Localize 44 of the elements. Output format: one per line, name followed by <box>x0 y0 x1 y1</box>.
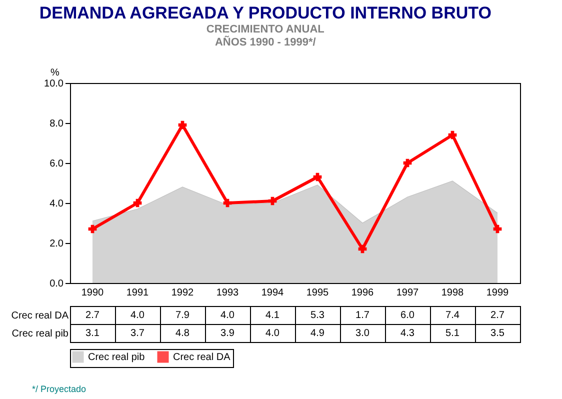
legend-label: Crec real DA <box>173 352 231 363</box>
chart-subtitle: CRECIMIENTO ANUAL AÑOS 1990 - 1999*/ <box>206 24 325 48</box>
data-label: 3.0 <box>356 328 370 339</box>
text: Crec real pib <box>12 328 68 340</box>
data-label: 5.3 <box>310 310 325 321</box>
data-label: 4.3 <box>400 328 415 339</box>
x-tick-label: 1999 <box>486 288 510 298</box>
data-label: 4.9 <box>310 328 325 339</box>
x-tick-label: 1997 <box>396 288 420 298</box>
x-tick-label: 1993 <box>216 288 240 298</box>
data-label: 4.0 <box>220 310 235 321</box>
x-tick-label: 1995 <box>306 288 330 298</box>
data-label: 5.1 <box>446 328 460 339</box>
y-tick-label: 8.0 <box>50 118 64 130</box>
x-tick-label: 1996 <box>351 288 374 298</box>
x-tick-label: 1994 <box>261 288 284 298</box>
data-label: 3.9 <box>220 328 235 339</box>
x-tick-label: 1998 <box>441 288 464 298</box>
data-label: 7.4 <box>446 310 460 321</box>
data-label: 4.1 <box>266 310 280 321</box>
y-axis-title: % <box>50 68 60 78</box>
text: Crec real DA <box>11 310 68 322</box>
data-label: 4.8 <box>176 328 190 339</box>
x-tick-label: 1990 <box>81 288 104 298</box>
data-label: 1.7 <box>356 310 370 321</box>
text: */ Proyectado <box>32 384 86 394</box>
x-tick-label: 1992 <box>171 288 194 298</box>
y-tick-label: 4.0 <box>50 198 64 210</box>
data-label: 3.1 <box>86 328 100 339</box>
chart-title: DEMANDA AGREGADA Y PRODUCTO INTERNO BRUTO <box>39 4 492 22</box>
data-label: 4.0 <box>130 310 145 321</box>
y-tick-label: 0.0 <box>50 278 64 290</box>
data-label: 3.7 <box>130 328 145 339</box>
y-tick-label: 2.0 <box>50 238 64 250</box>
y-tick-label: 6.0 <box>50 158 64 170</box>
data-label: 3.5 <box>490 328 505 339</box>
data-label: 7.9 <box>176 310 190 321</box>
data-label: 2.7 <box>86 310 100 321</box>
legend-label: Crec real pib <box>88 352 146 363</box>
y-tick-label: 10.0 <box>44 78 64 90</box>
data-label: 6.0 <box>400 310 415 321</box>
x-tick-label: 1991 <box>126 288 150 298</box>
data-label: 2.7 <box>490 310 505 321</box>
data-label: 4.0 <box>266 328 280 339</box>
